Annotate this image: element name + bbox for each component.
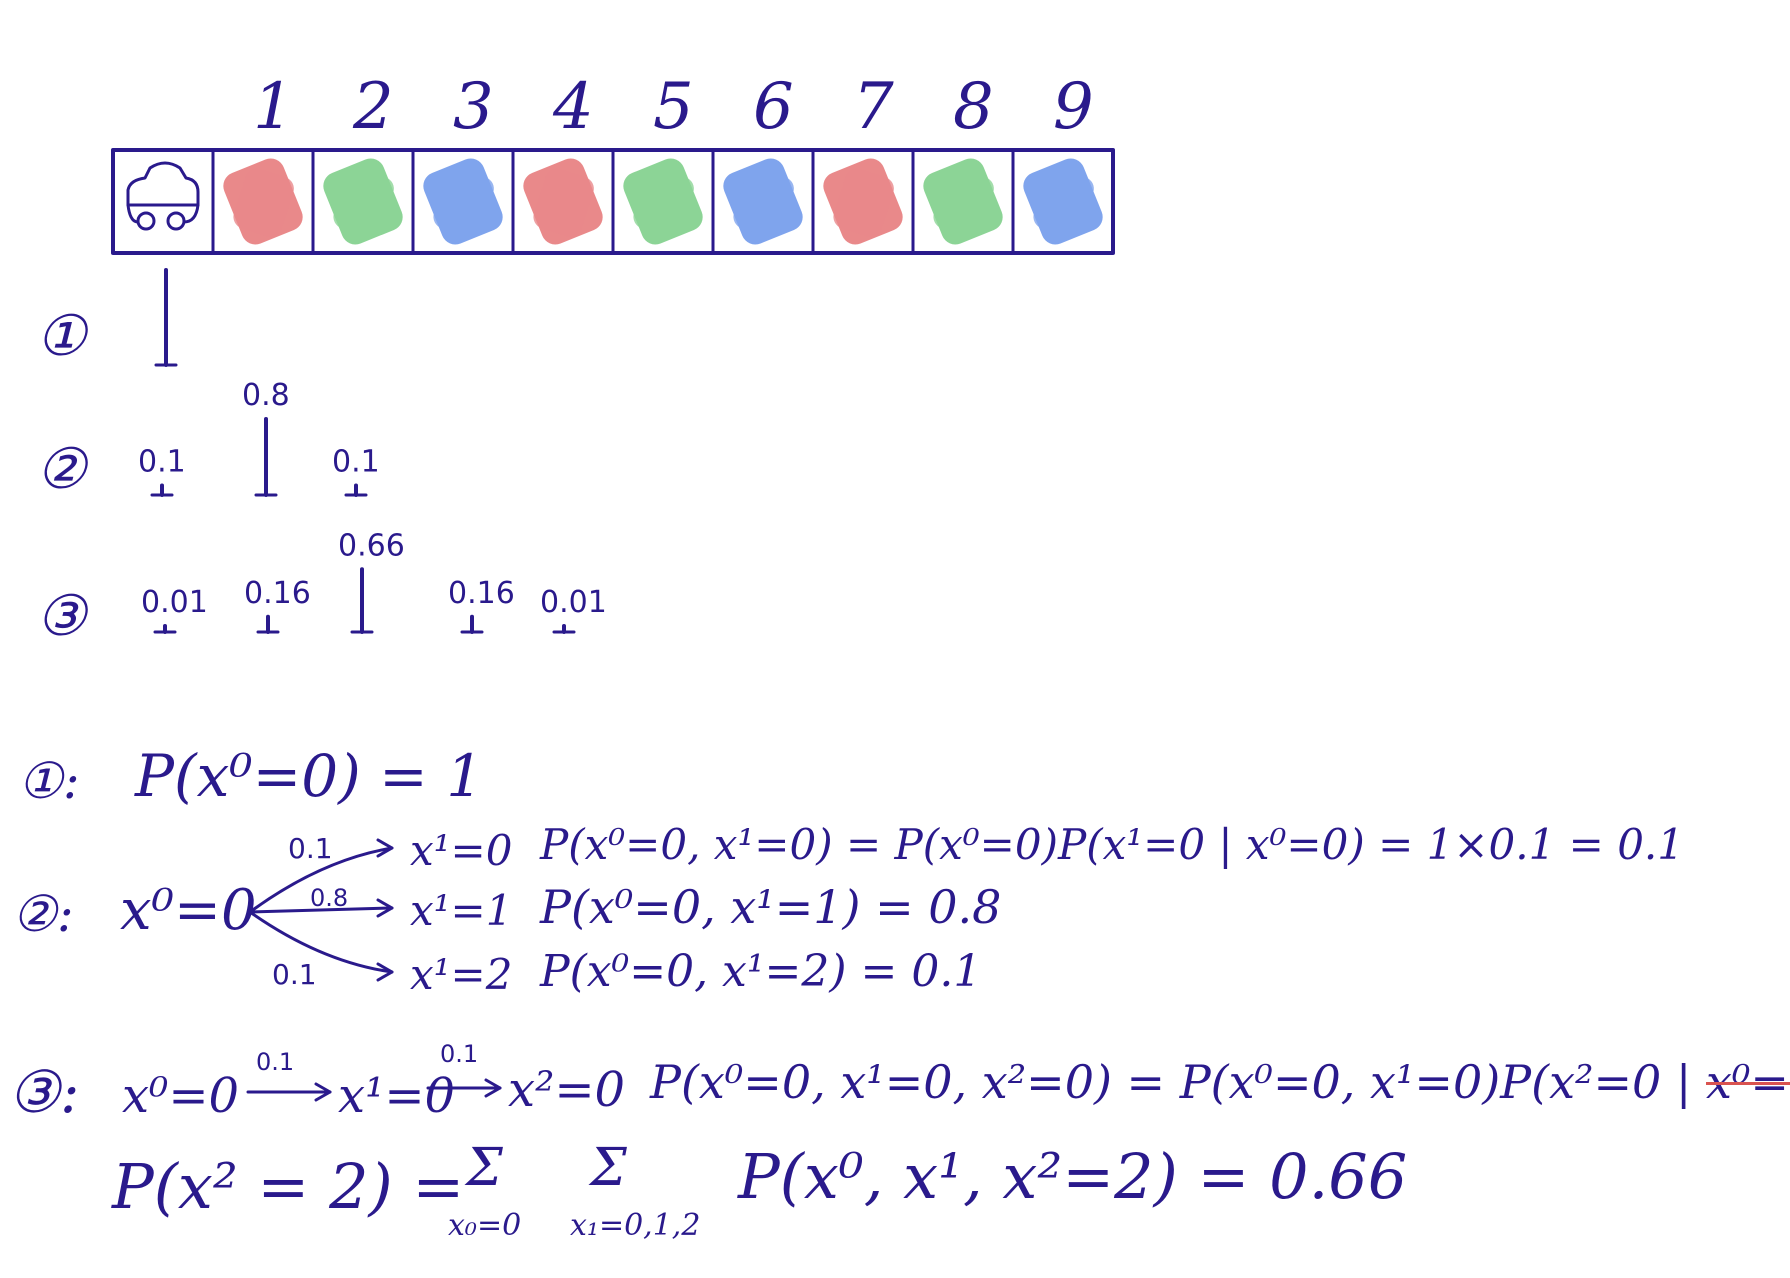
tile-smudge-blue — [423, 158, 503, 245]
tile-smudge-green — [323, 158, 403, 245]
branch-arrow — [248, 910, 394, 974]
arrowhead — [376, 962, 394, 982]
row-label: ① — [36, 304, 89, 369]
transition-arrows — [246, 838, 502, 1102]
sum2-symbol: Σ — [590, 1138, 627, 1198]
tile-number: 7 — [853, 70, 894, 144]
arrowhead — [376, 898, 394, 918]
tile-smudge-green — [923, 158, 1003, 245]
step3-chain-mid: x¹=0 — [338, 1068, 456, 1124]
tile-number: 1 — [253, 70, 294, 144]
marginal-lhs: P(x² = 2) = — [112, 1150, 465, 1223]
tile-number: 8 — [953, 70, 994, 144]
probability-bar-rows: ① ② 0.1 0.8 0.1 ③ 0.01 0.16 0.66 0.16 0.01 — [36, 268, 607, 649]
tile-smudge-green — [623, 158, 703, 245]
branch-prob-0: 0.1 — [288, 832, 333, 865]
tile-smudge-blue — [1023, 158, 1103, 245]
branch-prob-2: 0.1 — [272, 958, 317, 991]
step3-chain-start: x⁰=0 — [122, 1068, 240, 1124]
branch-target-2: x¹=2 — [410, 950, 513, 999]
row-label: ③ — [36, 584, 89, 649]
step3-prob-2: 0.1 — [440, 1040, 479, 1068]
tile-number: 5 — [653, 70, 694, 144]
tile-number: 2 — [352, 70, 394, 144]
tile-grid — [111, 148, 1115, 255]
row-label: ② — [36, 437, 89, 502]
arrowhead — [484, 1078, 502, 1098]
branch-equation-0: P(x⁰=0, x¹=0) = P(x⁰=0)P(x¹=0 | x⁰=0) = … — [540, 820, 1685, 869]
branch-target-1: x¹=1 — [410, 886, 513, 935]
step3-joint-equation: P(x⁰=0, x¹=0, x²=0) = P(x⁰=0, x¹=0)P(x²=… — [650, 1055, 1790, 1109]
step1-label: ①: — [18, 752, 80, 810]
branch-equation-2: P(x⁰=0, x¹=2) = 0.1 — [540, 946, 982, 997]
step1-equation: P(x⁰=0) = 1 — [135, 742, 484, 810]
branch-target-0: x¹=0 — [410, 826, 513, 875]
bar-value-label: 0.1 — [138, 445, 186, 480]
bar-value-label: 0.16 — [448, 576, 515, 611]
tile-smudge-blue — [723, 158, 803, 245]
step2-source: x⁰=0 — [120, 878, 257, 943]
step3-eq-head: P(x⁰=0, x¹=0, x²=0) = P(x⁰=0, x¹=0)P(x²=… — [650, 1055, 1692, 1109]
tile-smudge-red — [223, 158, 303, 245]
car-icon — [126, 161, 200, 231]
branch-equation-1: P(x⁰=0, x¹=1) = 0.8 — [540, 880, 1002, 934]
bar-value-label: 0.16 — [244, 576, 311, 611]
tile-smudge-red — [523, 158, 603, 245]
branch-arrow — [248, 906, 394, 914]
tile-smudge-red — [823, 158, 903, 245]
bar-value-label: 0.8 — [242, 378, 290, 413]
bar-value-label: 0.01 — [141, 585, 208, 620]
bar-value-label: 0.1 — [332, 445, 380, 480]
step2-label: ②: — [12, 885, 74, 943]
bar-value-label: 0.66 — [338, 528, 405, 563]
tile-number: 9 — [1053, 70, 1094, 144]
branch-arrow — [248, 846, 394, 914]
sum1-sub: x₀=0 — [448, 1208, 522, 1243]
step3-label: ③: — [8, 1058, 80, 1126]
step3-chain-end: x²=0 — [508, 1062, 626, 1118]
sum2-sub: x₁=0,1,2 — [570, 1208, 701, 1243]
marginal-rhs: P(x⁰, x¹, x²=2) = 0.66 — [738, 1140, 1408, 1213]
arrowhead — [314, 1082, 332, 1102]
sum1-symbol: Σ — [466, 1138, 503, 1198]
tile-number: 4 — [552, 70, 594, 144]
bar-value-label: 0.01 — [540, 585, 607, 620]
branch-prob-1: 0.8 — [310, 884, 349, 912]
arrowhead — [376, 838, 394, 858]
tile-number: 6 — [753, 70, 794, 144]
tile-number: 3 — [453, 70, 494, 144]
step3-eq-struck: x⁰=0, — [1706, 1055, 1790, 1109]
tile-color-fills — [223, 158, 1103, 245]
step3-prob-1: 0.1 — [256, 1048, 295, 1076]
